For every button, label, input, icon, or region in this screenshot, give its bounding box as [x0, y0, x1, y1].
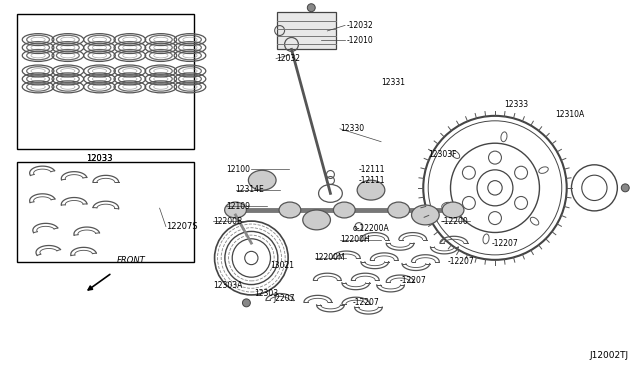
- Text: 12033: 12033: [86, 154, 113, 163]
- Bar: [17, 14, 195, 149]
- Text: 13021: 13021: [270, 261, 294, 270]
- Text: -12207: -12207: [492, 239, 518, 248]
- Text: 12207S: 12207S: [166, 222, 198, 231]
- Text: 12303: 12303: [255, 289, 278, 298]
- Text: -12111: -12111: [359, 176, 385, 185]
- Text: 12303F: 12303F: [429, 150, 457, 159]
- Text: -12111: -12111: [359, 165, 385, 174]
- Ellipse shape: [357, 180, 385, 200]
- Text: 12200M: 12200M: [315, 253, 345, 263]
- Ellipse shape: [248, 170, 276, 190]
- Text: 12333: 12333: [504, 100, 529, 109]
- Ellipse shape: [225, 202, 246, 218]
- Text: 12109: 12109: [226, 202, 250, 211]
- Ellipse shape: [303, 210, 330, 230]
- Text: -12207: -12207: [353, 298, 380, 307]
- Ellipse shape: [388, 202, 410, 218]
- Text: J12002TJ: J12002TJ: [590, 351, 629, 360]
- Text: 12314E: 12314E: [236, 185, 264, 194]
- Text: o-12200A: o-12200A: [353, 224, 389, 233]
- Text: 12330: 12330: [340, 124, 364, 133]
- Text: -12010: -12010: [346, 36, 373, 45]
- Text: 12200H: 12200H: [340, 235, 370, 244]
- Text: -12032: -12032: [346, 21, 373, 30]
- Text: -12207: -12207: [447, 257, 474, 266]
- Circle shape: [243, 299, 250, 307]
- Circle shape: [307, 4, 316, 12]
- Bar: [276, 12, 336, 49]
- Text: FRONT: FRONT: [117, 256, 146, 265]
- Ellipse shape: [442, 202, 464, 218]
- Circle shape: [621, 184, 629, 192]
- Text: 12032: 12032: [276, 54, 301, 63]
- Text: -12200: -12200: [441, 217, 468, 225]
- Text: 12331: 12331: [381, 78, 405, 87]
- Text: 12303A: 12303A: [213, 281, 243, 290]
- Text: 12200B: 12200B: [213, 217, 243, 225]
- Bar: [17, 162, 195, 262]
- Text: 12310A: 12310A: [555, 109, 584, 119]
- Text: 12100: 12100: [226, 165, 250, 174]
- Text: 12033: 12033: [86, 154, 113, 163]
- Text: J2207: J2207: [273, 294, 295, 303]
- Ellipse shape: [333, 202, 355, 218]
- Text: -12207: -12207: [400, 276, 427, 285]
- Ellipse shape: [279, 202, 301, 218]
- Ellipse shape: [412, 205, 439, 225]
